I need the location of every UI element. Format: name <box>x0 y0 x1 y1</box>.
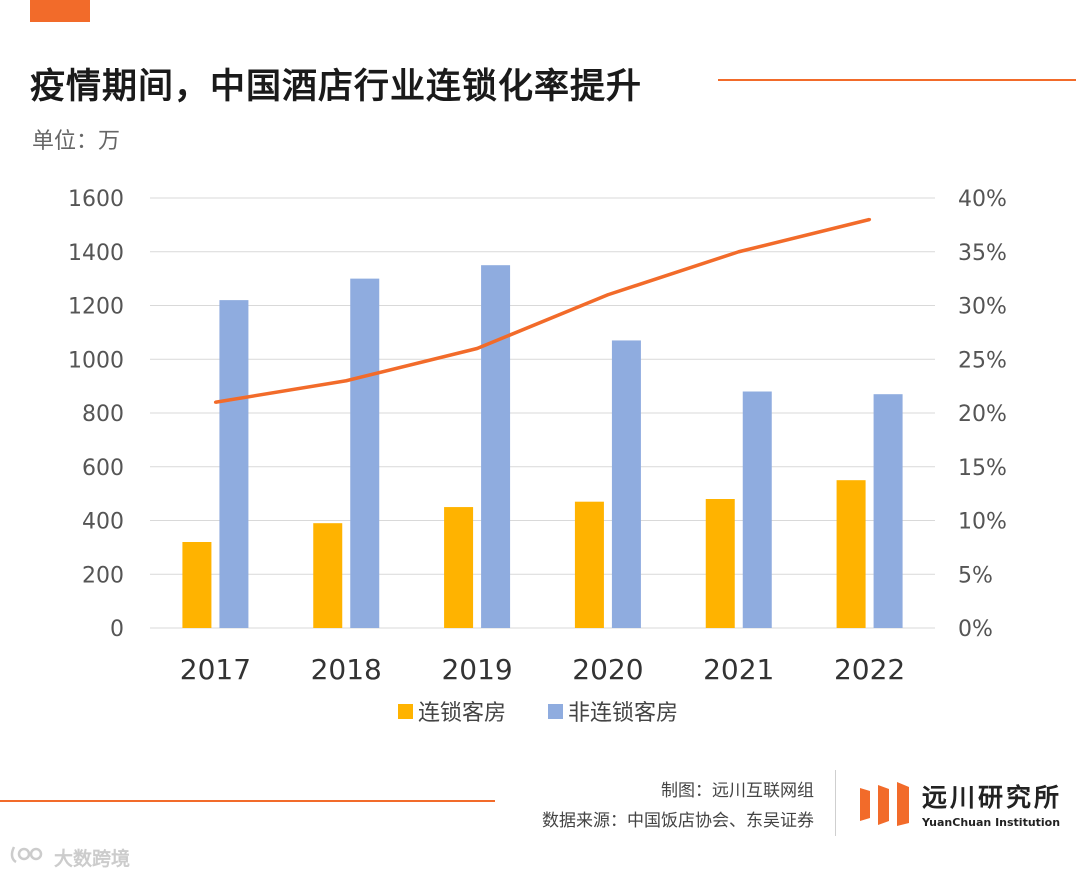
y-left-tick-label: 600 <box>82 456 124 481</box>
chain-rate-point <box>344 379 348 383</box>
y-left-tick-label: 1200 <box>68 295 124 320</box>
y-right-tick-label: 30% <box>958 295 1007 320</box>
bar-chain-2022 <box>836 480 866 628</box>
bar-non-chain-2021 <box>742 391 772 628</box>
y-right-tick-label: 35% <box>958 241 1007 266</box>
y-left-tick-label: 1400 <box>68 241 124 266</box>
logo-name-cn: 远川研究所 <box>922 783 1063 812</box>
footer-divider <box>835 770 836 836</box>
bar-non-chain-2019 <box>481 265 511 628</box>
bar-chain-2018 <box>313 523 343 628</box>
top-accent-tab <box>30 0 90 22</box>
y-right-tick-label: 20% <box>958 402 1007 427</box>
x-tick-label: 2017 <box>180 653 251 686</box>
bar-non-chain-2017 <box>219 300 249 628</box>
chain-rate-point <box>475 347 479 350</box>
credit-source: 数据来源：中国饭店协会、东吴证券 <box>542 811 814 831</box>
y-right-tick-label: 40% <box>958 187 1007 212</box>
bar-non-chain-2020 <box>611 340 641 628</box>
chain-rate-line <box>215 217 871 404</box>
bar-chain-2019 <box>444 507 474 628</box>
credits: 制图：远川互联网组 数据来源：中国饭店协会、东吴证券 <box>542 776 814 836</box>
bar-non-chain-2022 <box>873 394 903 628</box>
y-left-tick-label: 1000 <box>68 348 124 373</box>
yuanchuan-logo-icon <box>860 782 909 826</box>
y-left-tick-label: 800 <box>82 402 124 427</box>
y-left-tick-label: 400 <box>82 510 124 535</box>
chain-rate-point <box>868 218 872 221</box>
chain-rate-point <box>737 250 741 254</box>
x-tick-label: 2022 <box>834 653 905 686</box>
watermark-icon <box>10 843 50 870</box>
title-rule <box>718 79 1076 81</box>
y-left-tick-label: 0 <box>110 617 124 642</box>
bar-non-chain-2018 <box>350 278 380 628</box>
x-tick-label: 2019 <box>441 653 512 686</box>
logo-name-en: YuanChuan Institution <box>922 816 1061 829</box>
combo-chart: 0 0% 200 5% 400 10% 600 15% 800 20% 1000 25% 1200 30%… <box>68 187 1007 726</box>
legend-label-non-chain: 非连锁客房 <box>568 701 678 726</box>
watermark: 大数跨境 <box>10 843 130 871</box>
credit-maker: 制图：远川互联网组 <box>661 781 814 801</box>
y-right-tick-label: 15% <box>958 456 1007 481</box>
logo-text: 远川研究所 YuanChuan Institution <box>922 778 1062 829</box>
bar-chain-2021 <box>705 499 735 628</box>
y-right-tick-label: 25% <box>958 348 1007 373</box>
chain-rate-point <box>213 400 217 404</box>
x-tick-label: 2020 <box>572 653 643 686</box>
chain-rate-point <box>606 293 610 297</box>
legend-swatch-chain <box>398 704 413 719</box>
watermark-text: 大数跨境 <box>54 848 131 870</box>
legend-swatch-non-chain <box>548 704 563 719</box>
page-title: 疫情期间，中国酒店行业连锁化率提升 <box>30 67 643 107</box>
y-right-tick-label: 10% <box>958 510 1007 535</box>
unit-label: 单位：万 <box>32 129 121 154</box>
y-right-tick-label: 5% <box>958 563 993 588</box>
bar-chain-2020 <box>574 501 604 628</box>
y-right-tick-label: 0% <box>958 617 993 642</box>
footer-rule <box>0 800 495 802</box>
legend-label-chain: 连锁客房 <box>418 701 506 726</box>
x-tick-label: 2018 <box>311 653 382 686</box>
y-left-tick-label: 1600 <box>68 187 124 212</box>
bar-chain-2017 <box>182 542 212 628</box>
y-left-tick-label: 200 <box>82 563 124 588</box>
x-tick-label: 2021 <box>703 653 774 686</box>
